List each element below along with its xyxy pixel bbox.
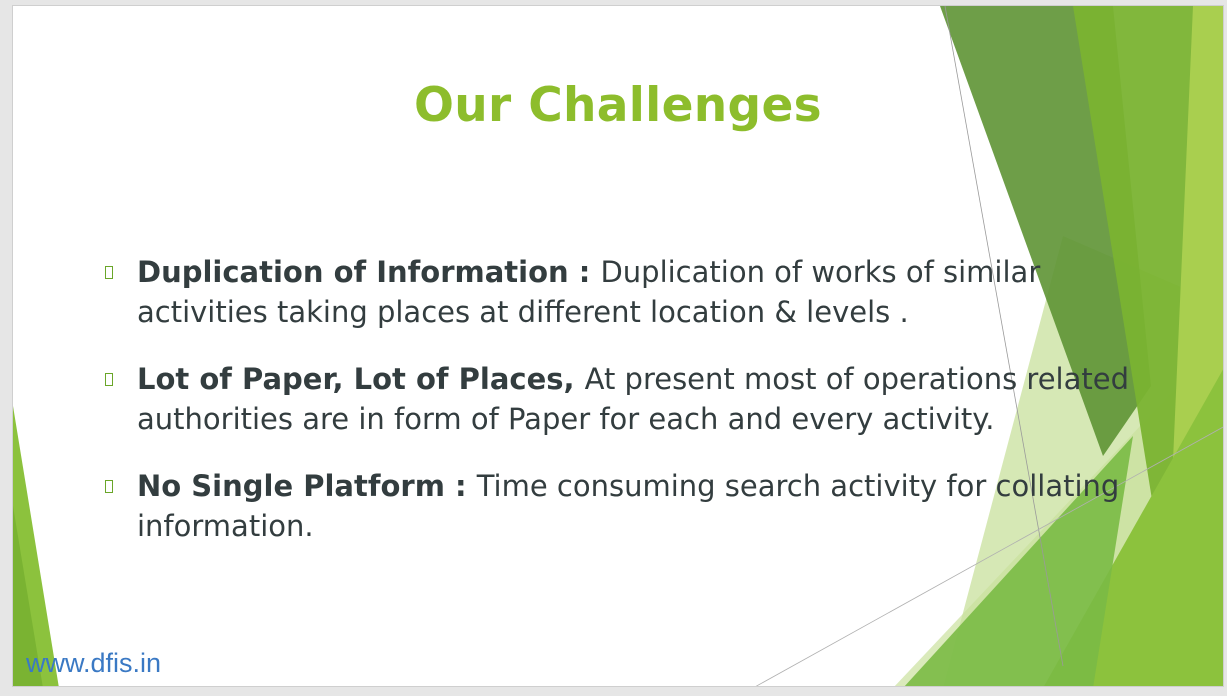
square-bullet-icon: [105, 266, 113, 279]
bullet-heading: No Single Platform :: [137, 469, 477, 503]
square-bullet-icon: [105, 480, 113, 493]
bullet-heading: Duplication of Information :: [137, 255, 601, 289]
footer-url-link[interactable]: www.dfis.in: [26, 648, 162, 678]
bullet-item-paper: Lot of Paper, Lot of Places, At present …: [103, 359, 1153, 439]
deco-bottom-mid: [904, 436, 1133, 686]
bullet-item-duplication: Duplication of Information : Duplication…: [103, 252, 1153, 332]
bullet-text: Time consuming search activity for colla…: [137, 469, 1120, 543]
decorative-shapes: [13, 6, 1223, 686]
deco-left-triangle-inner: [13, 506, 43, 686]
deco-bottom-right: [1044, 369, 1223, 686]
bullet-text: Duplication of works of similar activiti…: [137, 255, 1041, 329]
bullet-list: Duplication of Information : Duplication…: [103, 252, 1153, 573]
bullet-item-platform: No Single Platform : Time consuming sear…: [103, 466, 1153, 546]
slide-canvas: Our Challenges Duplication of Informatio…: [12, 5, 1224, 687]
bullet-heading: Lot of Paper, Lot of Places,: [137, 362, 585, 396]
bullet-text: At present most of operations related au…: [137, 362, 1129, 436]
square-bullet-icon: [105, 373, 113, 386]
deco-line-1: [944, 6, 1064, 667]
slide-title: Our Challenges: [414, 78, 822, 133]
deco-line-2: [755, 426, 1223, 686]
